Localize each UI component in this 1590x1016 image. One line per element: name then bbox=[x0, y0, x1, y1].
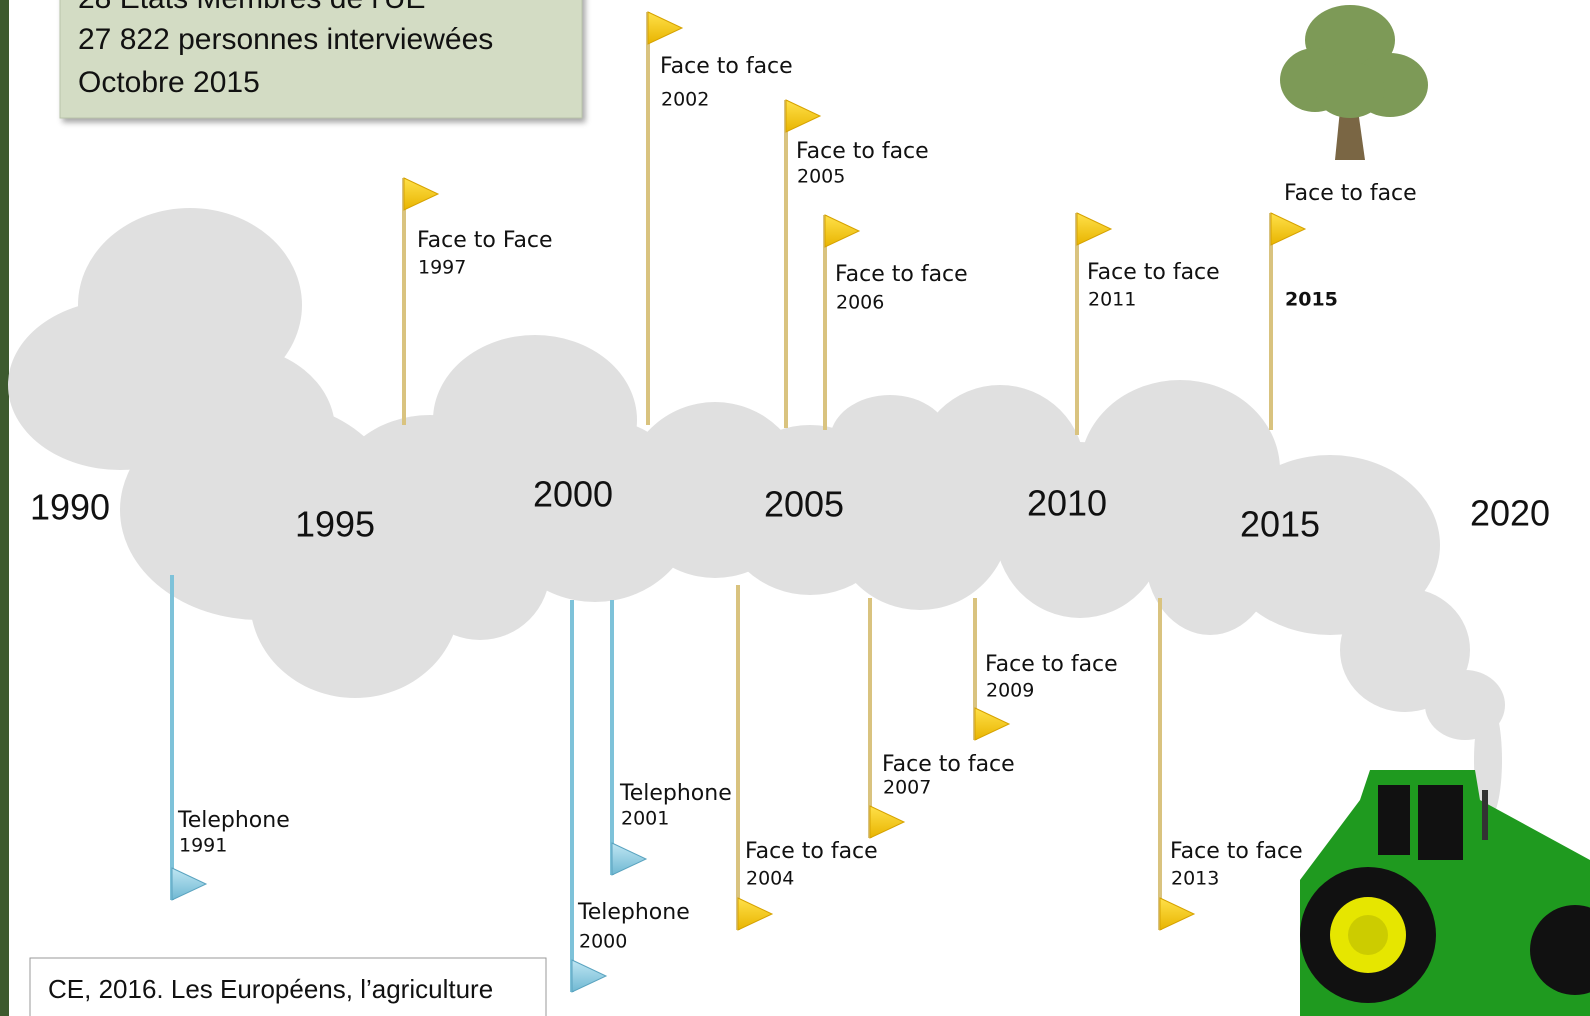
axis-year: 1995 bbox=[295, 504, 375, 545]
flag-year: 2009 bbox=[986, 680, 1034, 702]
axis-year: 2010 bbox=[1027, 483, 1107, 524]
flag bbox=[171, 867, 208, 901]
flag-year: 2011 bbox=[1088, 289, 1136, 311]
flag bbox=[824, 214, 861, 248]
flag bbox=[1270, 212, 1307, 246]
flag-label: Face to face bbox=[1087, 260, 1220, 285]
flag-year: 2002 bbox=[661, 89, 709, 111]
flag-year: 2005 bbox=[797, 166, 845, 188]
flag-label: Face to face bbox=[835, 262, 968, 287]
flag bbox=[611, 842, 648, 876]
info-line: 28 États Membres de l'UE bbox=[78, 0, 426, 15]
axis-year: 2015 bbox=[1240, 504, 1320, 545]
flag-label: Face to face bbox=[745, 839, 878, 864]
info-line: Octobre 2015 bbox=[78, 66, 260, 99]
axis-year: 1990 bbox=[30, 487, 110, 528]
source: CE, 2016. Les Européens, l’agriculture bbox=[48, 974, 493, 1004]
flag bbox=[1159, 897, 1196, 931]
flag-label: Face to face bbox=[985, 652, 1118, 677]
tree bbox=[1280, 5, 1428, 160]
info-line: 27 822 personnes interviewées bbox=[78, 23, 493, 56]
flag bbox=[974, 707, 1011, 741]
flag-year: 1997 bbox=[418, 257, 466, 279]
flag bbox=[571, 959, 608, 993]
source-box bbox=[29, 957, 547, 1016]
flag-label: Telephone bbox=[577, 900, 690, 925]
flag bbox=[647, 11, 684, 45]
flag-label: Face to face bbox=[882, 752, 1015, 777]
flag-label: Face to face bbox=[796, 139, 929, 164]
flag-year: 2001 bbox=[621, 808, 669, 830]
flag bbox=[403, 177, 440, 211]
info-box bbox=[59, 0, 583, 119]
flag bbox=[1076, 212, 1113, 246]
flag bbox=[869, 805, 906, 839]
flag bbox=[785, 99, 822, 133]
flag-label: Face to face bbox=[1170, 839, 1303, 864]
axis-year: 2005 bbox=[764, 484, 844, 525]
flag-label: Face to Face bbox=[417, 228, 553, 253]
flag-year: 2006 bbox=[836, 292, 884, 314]
flag-label: Face to face bbox=[660, 54, 793, 79]
flag-year: 2015 bbox=[1285, 289, 1338, 311]
axis-year: 2020 bbox=[1470, 493, 1550, 534]
flag-year: 2007 bbox=[883, 777, 931, 799]
flag-year: 2004 bbox=[746, 868, 794, 890]
flag-year: 2000 bbox=[579, 931, 627, 953]
flag-label: Telephone bbox=[619, 781, 732, 806]
axis-year: 2000 bbox=[533, 474, 613, 515]
left-edge bbox=[0, 0, 9, 1016]
flag-label: Telephone bbox=[177, 808, 290, 833]
cloud bbox=[8, 208, 1505, 820]
tractor bbox=[1300, 770, 1590, 1016]
flag-year: 1991 bbox=[179, 835, 227, 857]
flag-label: Face to face bbox=[1284, 181, 1417, 206]
flag bbox=[737, 897, 774, 931]
flag-year: 2013 bbox=[1171, 868, 1219, 890]
